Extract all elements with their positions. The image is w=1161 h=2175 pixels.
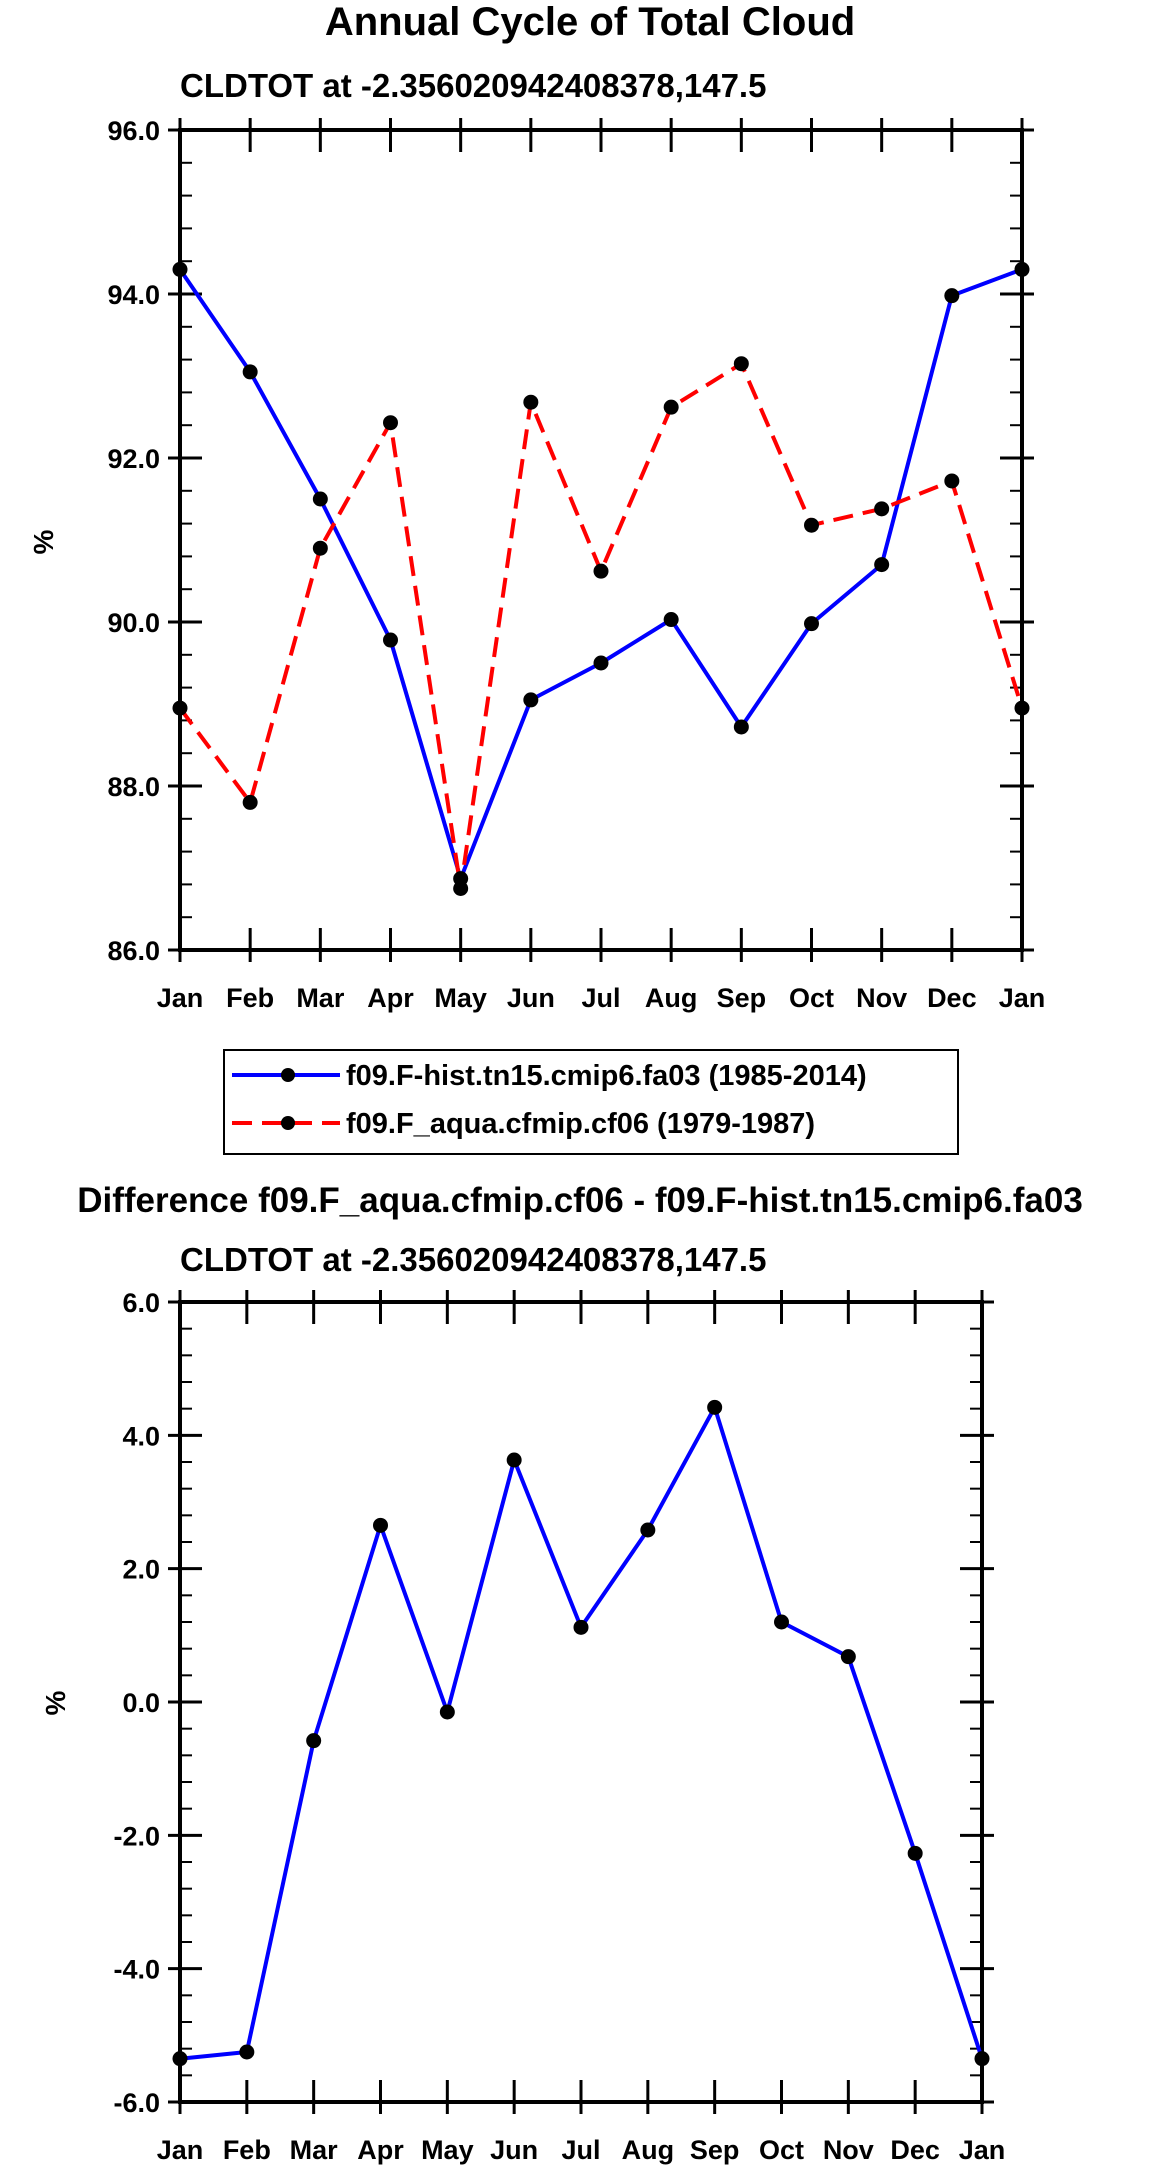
top-series-2-point bbox=[874, 501, 890, 517]
top-x-tick-label: Oct bbox=[789, 983, 834, 1013]
top-y-tick-label: 92.0 bbox=[107, 444, 160, 474]
top-x-tick-label: Mar bbox=[296, 983, 345, 1013]
legend-marker-series-2 bbox=[281, 1116, 295, 1130]
top-series-1-point bbox=[874, 557, 890, 573]
bottom-y-tick-label: 6.0 bbox=[122, 1288, 160, 1318]
bottom-x-tick-label: Aug bbox=[622, 2135, 674, 2165]
bottom-y-tick-label: 4.0 bbox=[122, 1421, 160, 1451]
bottom-series-1-point bbox=[840, 1649, 856, 1665]
bottom-y-tick-label: -4.0 bbox=[113, 1955, 160, 1985]
bottom-x-tick-label: Feb bbox=[223, 2135, 271, 2165]
bottom-chart-plot: -6.0 -4.0 -2.0 0.0 2.0 4.0 6.0 Jan Feb Mar Apr May J… bbox=[113, 1288, 1005, 2165]
bottom-x-tick-label: Oct bbox=[759, 2135, 804, 2165]
legend-label-series-2: f09.F_aqua.cfmip.cf06 (1979-1987) bbox=[346, 1108, 815, 1140]
bottom-series-line-1 bbox=[179, 1405, 984, 2061]
bottom-x-tick-label: Apr bbox=[357, 2135, 404, 2165]
top-series-1-point bbox=[804, 616, 819, 632]
top-y-tick-label: 96.0 bbox=[107, 116, 160, 146]
bottom-chart-title: Difference f09.F_aqua.cfmip.cf06 - f09.F… bbox=[77, 1181, 1083, 1220]
bottom-x-tick-label: Sep bbox=[690, 2135, 740, 2165]
top-x-tick-label: Jan bbox=[999, 983, 1046, 1013]
top-y-tick-label: 86.0 bbox=[107, 936, 160, 966]
top-y-tick-label: 90.0 bbox=[107, 608, 160, 638]
top-series-2-point bbox=[172, 700, 188, 716]
top-chart-plot: 86.0 88.0 90.0 92.0 94.0 96.0 Jan Feb Mar Apr May J… bbox=[107, 116, 1045, 1013]
bottom-series-1-point bbox=[306, 1733, 322, 1749]
top-x-tick-label: Sep bbox=[717, 983, 767, 1013]
top-series-1-point bbox=[523, 692, 539, 708]
top-x-tick-label: Apr bbox=[367, 983, 414, 1013]
top-series-1-point bbox=[172, 261, 188, 277]
top-chart-legend: f09.F-hist.tn15.cmip6.fa03 (1985-2014) f… bbox=[223, 1049, 959, 1155]
bottom-series-1-point bbox=[373, 1517, 388, 1533]
top-series-1-point bbox=[733, 719, 749, 735]
top-x-tick-label: May bbox=[434, 983, 487, 1013]
bottom-y-tick-label: -2.0 bbox=[113, 1821, 160, 1851]
top-x-tick-label: Jun bbox=[507, 983, 555, 1013]
bottom-series-1-point bbox=[439, 1704, 455, 1720]
top-series-2-point bbox=[804, 517, 819, 533]
top-y-tick-label: 88.0 bbox=[107, 772, 160, 802]
top-x-tick-label: Jul bbox=[581, 983, 620, 1013]
top-series-line-2 bbox=[178, 361, 1024, 891]
top-x-tick-label: Aug bbox=[645, 983, 697, 1013]
top-chart-ylabel: % bbox=[28, 529, 59, 554]
bottom-chart-ylabel: % bbox=[40, 1690, 71, 1715]
bottom-y-tick-label: 0.0 bbox=[122, 1688, 160, 1718]
bottom-series-1-point bbox=[573, 1619, 589, 1635]
top-series-2-point bbox=[593, 563, 609, 579]
top-series-1-point bbox=[663, 612, 679, 628]
top-series-2-point bbox=[242, 794, 258, 810]
legend-label-series-1: f09.F-hist.tn15.cmip6.fa03 (1985-2014) bbox=[346, 1060, 867, 1092]
bottom-series-1-point bbox=[974, 2051, 990, 2067]
bottom-series-1-point bbox=[907, 1845, 923, 1861]
bottom-x-tick-label: Jan bbox=[959, 2135, 1006, 2165]
top-x-tick-label: Dec bbox=[927, 983, 977, 1013]
bottom-y-tick-label: 2.0 bbox=[122, 1555, 160, 1585]
top-chart-title: Annual Cycle of Total Cloud bbox=[325, 0, 855, 44]
bottom-x-tick-label: Jul bbox=[561, 2135, 600, 2165]
bottom-series-1-point bbox=[506, 1452, 522, 1468]
bottom-series-1-point bbox=[707, 1399, 723, 1415]
top-series-1-point bbox=[242, 364, 258, 380]
bottom-series-1-point bbox=[774, 1614, 789, 1630]
top-series-1-point bbox=[383, 632, 398, 648]
bottom-x-tick-label: Nov bbox=[823, 2135, 874, 2165]
top-x-tick-label: Feb bbox=[226, 983, 274, 1013]
top-y-tick-label: 94.0 bbox=[107, 280, 160, 310]
top-series-2-point bbox=[523, 394, 539, 410]
bottom-x-tick-label: May bbox=[421, 2135, 474, 2165]
top-chart-subtitle: CLDTOT at -2.356020942408378,147.5 bbox=[180, 67, 766, 104]
bottom-series-1-point bbox=[640, 1522, 656, 1538]
top-series-1-point bbox=[312, 491, 328, 507]
top-series-2-point bbox=[383, 415, 398, 431]
bottom-y-tick-label: -6.0 bbox=[113, 2088, 160, 2118]
bottom-series-1-point bbox=[172, 2051, 188, 2067]
top-series-2-point bbox=[663, 399, 679, 415]
top-series-1-point bbox=[944, 288, 960, 304]
top-x-tick-label: Nov bbox=[856, 983, 907, 1013]
bottom-chart-subtitle: CLDTOT at -2.356020942408378,147.5 bbox=[180, 1241, 766, 1278]
top-series-1-point bbox=[1014, 261, 1030, 277]
bottom-x-tick-label: Mar bbox=[290, 2135, 339, 2165]
bottom-x-tick-label: Dec bbox=[890, 2135, 940, 2165]
top-series-2-point bbox=[453, 881, 469, 896]
top-series-2-point bbox=[733, 356, 749, 372]
legend-box bbox=[223, 1049, 959, 1155]
legend-marker-series-1 bbox=[281, 1068, 295, 1082]
bottom-x-tick-label: Jun bbox=[490, 2135, 538, 2165]
top-series-2-point bbox=[1014, 700, 1030, 716]
top-plot-frame bbox=[178, 128, 1024, 952]
bottom-series-1-point bbox=[239, 2044, 255, 2060]
top-series-1-point bbox=[593, 655, 609, 671]
top-x-tick-label: Jan bbox=[157, 983, 204, 1013]
top-series-2-point bbox=[944, 473, 960, 489]
bottom-x-tick-label: Jan bbox=[157, 2135, 204, 2165]
top-series-2-point bbox=[312, 540, 328, 556]
